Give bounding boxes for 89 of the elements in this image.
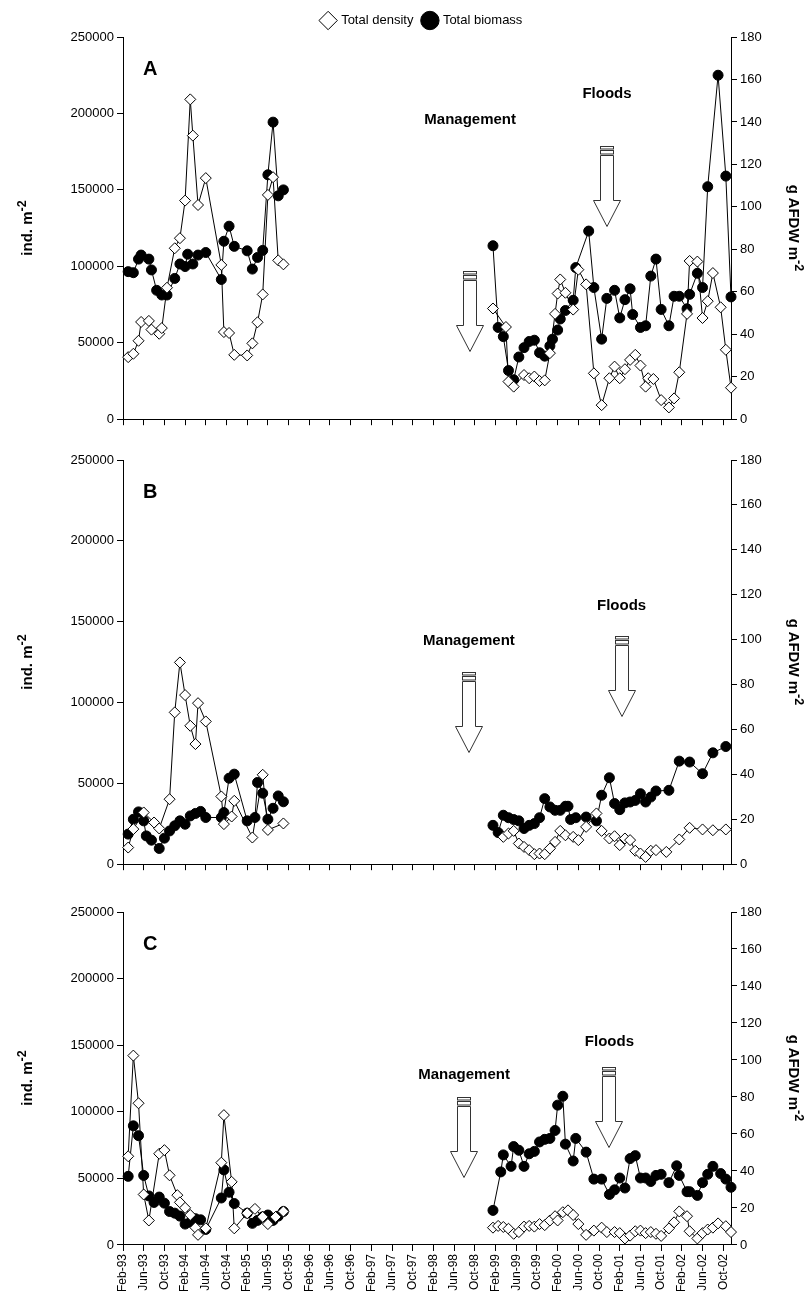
x-tick-label: Jun-93 (136, 1253, 151, 1291)
x-tick-label: Jun-02 (694, 1253, 709, 1291)
annotation: Management (424, 109, 517, 127)
x-tick-label: Jun-99 (508, 1253, 523, 1291)
x-tick-label: Feb-95 (239, 1253, 254, 1293)
y-tick-label: 250000 (70, 903, 114, 919)
y-tick-label: 50000 (77, 774, 114, 790)
y2-tick-label: 160 (740, 940, 762, 956)
annotation: Floods (582, 84, 632, 102)
y2-tick-label: 140 (740, 977, 762, 993)
y-tick-label: 150000 (70, 181, 114, 197)
y-tick-label: 0 (106, 1236, 114, 1252)
annotation: Floods (584, 1032, 634, 1049)
x-tick-label: Oct-93 (156, 1253, 171, 1290)
y-tick-label: 200000 (70, 105, 114, 121)
x-tick-label: Jun-95 (260, 1253, 275, 1291)
y-tick-label: 150000 (70, 1036, 114, 1052)
y2-tick-label: 120 (740, 1014, 762, 1030)
legend-label: Total biomass (442, 12, 523, 28)
x-tick-label: Oct-99 (529, 1253, 544, 1290)
y-tick-label: 100000 (70, 257, 114, 273)
legend-label: Total density (341, 12, 414, 28)
y2-tick-label: 20 (740, 1199, 755, 1215)
y2-tick-label: 40 (740, 1162, 755, 1178)
x-tick-label: Oct-02 (715, 1253, 730, 1290)
y2-tick-label: 100 (740, 631, 762, 647)
y2-tick-label: 60 (740, 1125, 755, 1141)
y2-tick-label: 0 (740, 410, 748, 426)
y2-tick-label: 180 (740, 903, 762, 919)
annotation: Floods (596, 595, 647, 613)
y-tick-label: 0 (106, 410, 114, 426)
x-tick-label: Jun-97 (384, 1253, 399, 1291)
text: C (143, 931, 158, 954)
x-tick-label: Oct-98 (467, 1253, 482, 1290)
x-tick-label: Feb-00 (549, 1253, 564, 1293)
annotation: Management (423, 630, 515, 648)
x-tick-label: Feb-96 (301, 1253, 316, 1293)
y2-tick-label: 180 (740, 451, 762, 467)
y2-tick-label: 20 (740, 368, 755, 384)
y-tick-label: 50000 (77, 1169, 114, 1185)
y-tick-label: 250000 (70, 451, 114, 467)
x-tick-label: Oct-97 (405, 1253, 420, 1290)
x-tick-label: Feb-98 (425, 1253, 440, 1293)
y2-tick-label: 0 (740, 1236, 748, 1252)
x-tick-label: Oct-95 (280, 1253, 295, 1290)
y2-tick-label: 140 (740, 113, 762, 129)
x-tick-label: Feb-93 (115, 1253, 130, 1293)
y2-tick-label: 100 (740, 198, 762, 214)
x-tick-label: Oct-01 (653, 1253, 668, 1290)
y-tick-label: 0 (106, 855, 114, 871)
x-tick-label: Jun-96 (322, 1253, 337, 1291)
y-tick-label: 50000 (77, 334, 114, 350)
y2-tick-label: 40 (740, 325, 755, 341)
y2-tick-label: 160 (740, 496, 762, 512)
y2-tick-label: 0 (740, 855, 748, 871)
y-tick-label: 250000 (70, 28, 114, 44)
y-tick-label: 200000 (70, 532, 114, 548)
x-tick-label: Jun-01 (632, 1253, 647, 1291)
x-tick-label: Oct-00 (591, 1253, 606, 1290)
y2-tick-label: 80 (740, 1088, 755, 1104)
y-tick-label: 100000 (70, 694, 114, 710)
x-tick-label: Feb-01 (612, 1253, 627, 1293)
y2-tick-label: 20 (740, 810, 755, 826)
y2-tick-label: 60 (740, 721, 755, 737)
x-tick-label: Jun-00 (570, 1253, 585, 1291)
annotation: Management (418, 1065, 510, 1083)
text: A (143, 56, 158, 79)
y2-tick-label: 180 (740, 28, 762, 44)
x-tick-label: Feb-94 (177, 1253, 192, 1293)
y2-tick-label: 120 (740, 155, 762, 171)
y2-tick-label: 160 (740, 71, 762, 87)
y-tick-label: 150000 (70, 613, 114, 629)
y2-tick-label: 60 (740, 283, 755, 299)
y2-tick-label: 80 (740, 676, 755, 692)
y2-tick-label: 40 (740, 765, 755, 781)
x-tick-label: Feb-99 (487, 1253, 502, 1293)
y2-tick-label: 120 (740, 586, 762, 602)
y-tick-label: 100000 (70, 1103, 114, 1119)
y2-tick-label: 140 (740, 541, 762, 557)
x-tick-label: Feb-02 (674, 1253, 689, 1293)
y2-tick-label: 80 (740, 240, 755, 256)
text: B (143, 479, 158, 502)
x-tick-label: Oct-96 (342, 1253, 357, 1290)
x-tick-label: Jun-94 (198, 1253, 213, 1291)
x-tick-label: Jun-98 (446, 1253, 461, 1291)
y-tick-label: 200000 (70, 970, 114, 986)
x-tick-label: Oct-94 (218, 1253, 233, 1290)
y2-tick-label: 100 (740, 1051, 762, 1067)
x-tick-label: Feb-97 (363, 1253, 378, 1293)
